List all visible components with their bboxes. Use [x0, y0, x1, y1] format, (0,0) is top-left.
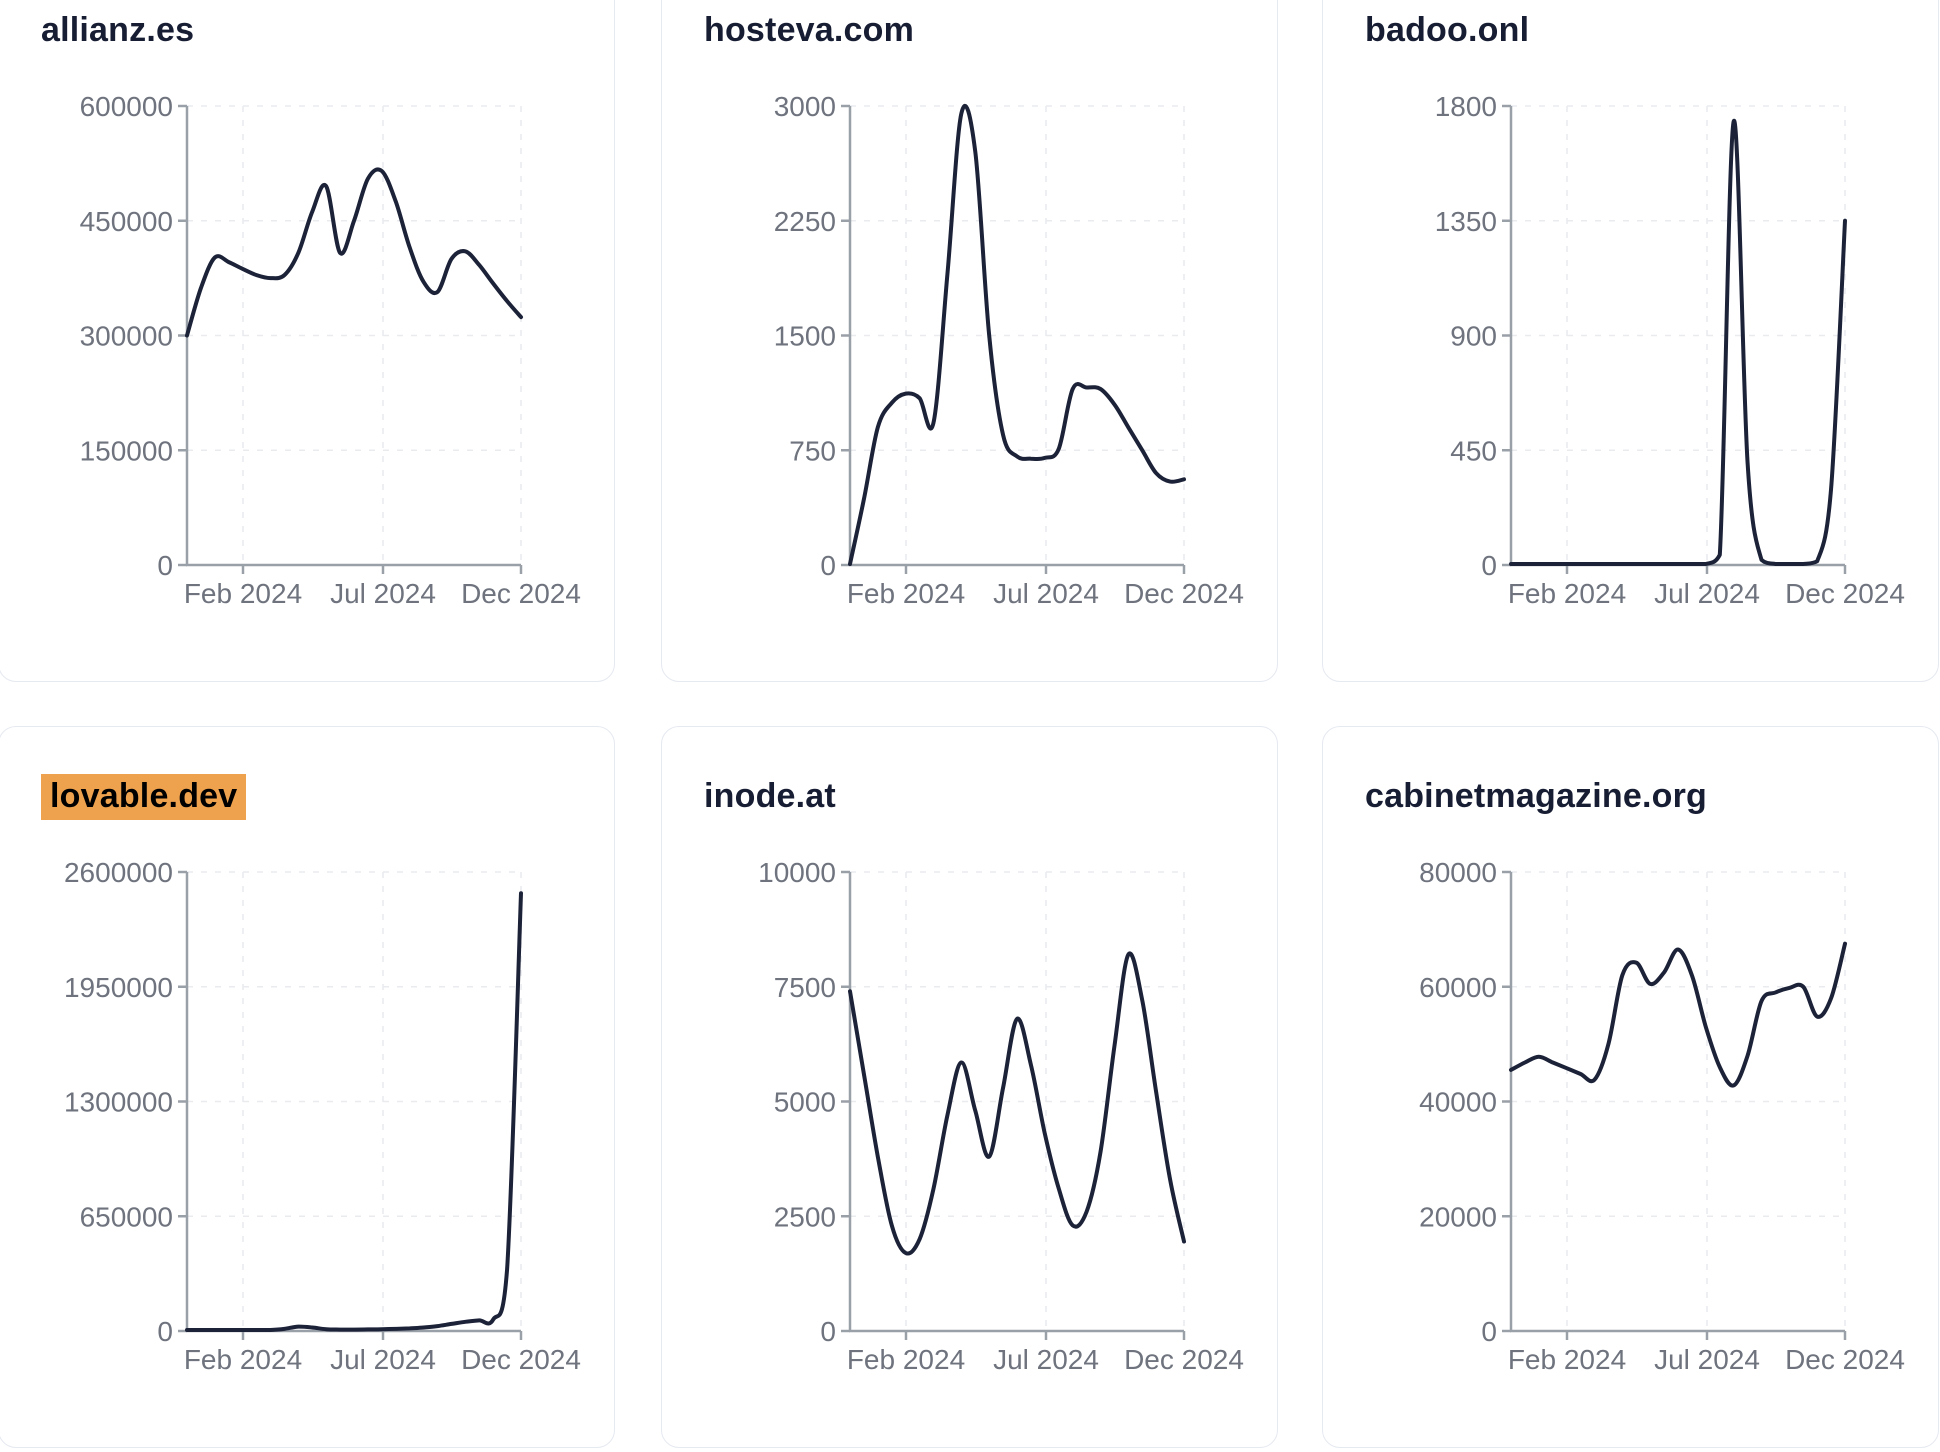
- svg-text:0: 0: [1481, 1316, 1497, 1347]
- svg-text:1300000: 1300000: [64, 1087, 173, 1118]
- svg-text:Dec 2024: Dec 2024: [461, 1344, 581, 1375]
- svg-text:Dec 2024: Dec 2024: [1785, 578, 1905, 609]
- svg-text:450: 450: [1450, 435, 1497, 466]
- svg-text:40000: 40000: [1419, 1087, 1497, 1118]
- svg-text:Dec 2024: Dec 2024: [1124, 578, 1244, 609]
- svg-text:5000: 5000: [774, 1087, 836, 1118]
- svg-text:3000: 3000: [774, 91, 836, 122]
- chart-card: inode.at 0 2500 5000 7500 10000 Feb 2024 Jul 2…: [661, 726, 1278, 1448]
- svg-text:Dec 2024: Dec 2024: [1124, 1344, 1244, 1375]
- svg-text:1950000: 1950000: [64, 972, 173, 1003]
- svg-text:80000: 80000: [1419, 857, 1497, 888]
- svg-text:0: 0: [820, 550, 836, 581]
- svg-text:900: 900: [1450, 321, 1497, 352]
- chart-card: allianz.es 0 150000 300000 450000 600000 Feb …: [0, 0, 615, 682]
- svg-text:300000: 300000: [80, 321, 173, 352]
- svg-text:Feb 2024: Feb 2024: [1508, 578, 1626, 609]
- svg-text:450000: 450000: [80, 206, 173, 237]
- svg-text:750: 750: [789, 435, 836, 466]
- svg-text:0: 0: [157, 550, 173, 581]
- svg-text:0: 0: [157, 1316, 173, 1347]
- svg-text:2600000: 2600000: [64, 857, 173, 888]
- svg-text:650000: 650000: [80, 1201, 173, 1232]
- svg-text:20000: 20000: [1419, 1201, 1497, 1232]
- chart-title: hosteva.com: [704, 11, 915, 49]
- svg-text:Feb 2024: Feb 2024: [184, 1344, 302, 1375]
- svg-text:1350: 1350: [1435, 206, 1497, 237]
- svg-text:1800: 1800: [1435, 91, 1497, 122]
- svg-text:2500: 2500: [774, 1201, 836, 1232]
- chart-card: lovable.dev 0 650000 1300000 1950000 2600000…: [0, 726, 615, 1448]
- svg-text:Feb 2024: Feb 2024: [847, 578, 965, 609]
- svg-text:Jul 2024: Jul 2024: [1654, 1344, 1760, 1375]
- chart-title: inode.at: [704, 777, 836, 815]
- svg-text:2250: 2250: [774, 206, 836, 237]
- chart-title: allianz.es: [41, 11, 195, 49]
- chart-card: badoo.onl 0 450 900 1350 1800 Feb 2024 Jul 202…: [1322, 0, 1939, 682]
- traffic-line-chart: 0 650000 1300000 1950000 2600000 Feb 2024 Jul …: [64, 857, 581, 1375]
- svg-text:0: 0: [820, 1316, 836, 1347]
- chart-card: cabinetmagazine.org 0 20000 40000 60000 8000…: [1322, 726, 1939, 1448]
- chart-title: cabinetmagazine.org: [1365, 777, 1707, 815]
- svg-text:600000: 600000: [80, 91, 173, 122]
- svg-text:Dec 2024: Dec 2024: [1785, 1344, 1905, 1375]
- svg-text:Jul 2024: Jul 2024: [1654, 578, 1760, 609]
- chart-title: badoo.onl: [1365, 11, 1530, 49]
- svg-text:60000: 60000: [1419, 972, 1497, 1003]
- svg-text:Feb 2024: Feb 2024: [184, 578, 302, 609]
- svg-text:150000: 150000: [80, 435, 173, 466]
- traffic-line-chart: 0 2500 5000 7500 10000 Feb 2024 Jul 2024 Dec 20…: [758, 857, 1244, 1375]
- svg-text:Feb 2024: Feb 2024: [1508, 1344, 1626, 1375]
- chart-card: hosteva.com 0 750 1500 2250 3000 Feb 2024 Jul …: [661, 0, 1278, 682]
- traffic-line-chart: 0 750 1500 2250 3000 Feb 2024 Jul 2024 Dec 2024: [774, 91, 1244, 609]
- svg-text:Jul 2024: Jul 2024: [330, 578, 436, 609]
- svg-text:Jul 2024: Jul 2024: [993, 578, 1099, 609]
- svg-text:1500: 1500: [774, 321, 836, 352]
- svg-text:Jul 2024: Jul 2024: [993, 1344, 1099, 1375]
- svg-text:10000: 10000: [758, 857, 836, 888]
- chart-title[interactable]: lovable.dev: [41, 774, 247, 820]
- svg-text:7500: 7500: [774, 972, 836, 1003]
- svg-text:0: 0: [1481, 550, 1497, 581]
- svg-text:Feb 2024: Feb 2024: [847, 1344, 965, 1375]
- traffic-line-chart: 0 150000 300000 450000 600000 Feb 2024 Jul 202…: [80, 91, 581, 609]
- traffic-line-chart: 0 20000 40000 60000 80000 Feb 2024 Jul 2024 Dec…: [1419, 857, 1905, 1375]
- svg-text:Dec 2024: Dec 2024: [461, 578, 581, 609]
- svg-text:Jul 2024: Jul 2024: [330, 1344, 436, 1375]
- traffic-line-chart: 0 450 900 1350 1800 Feb 2024 Jul 2024 Dec 2024: [1435, 91, 1905, 609]
